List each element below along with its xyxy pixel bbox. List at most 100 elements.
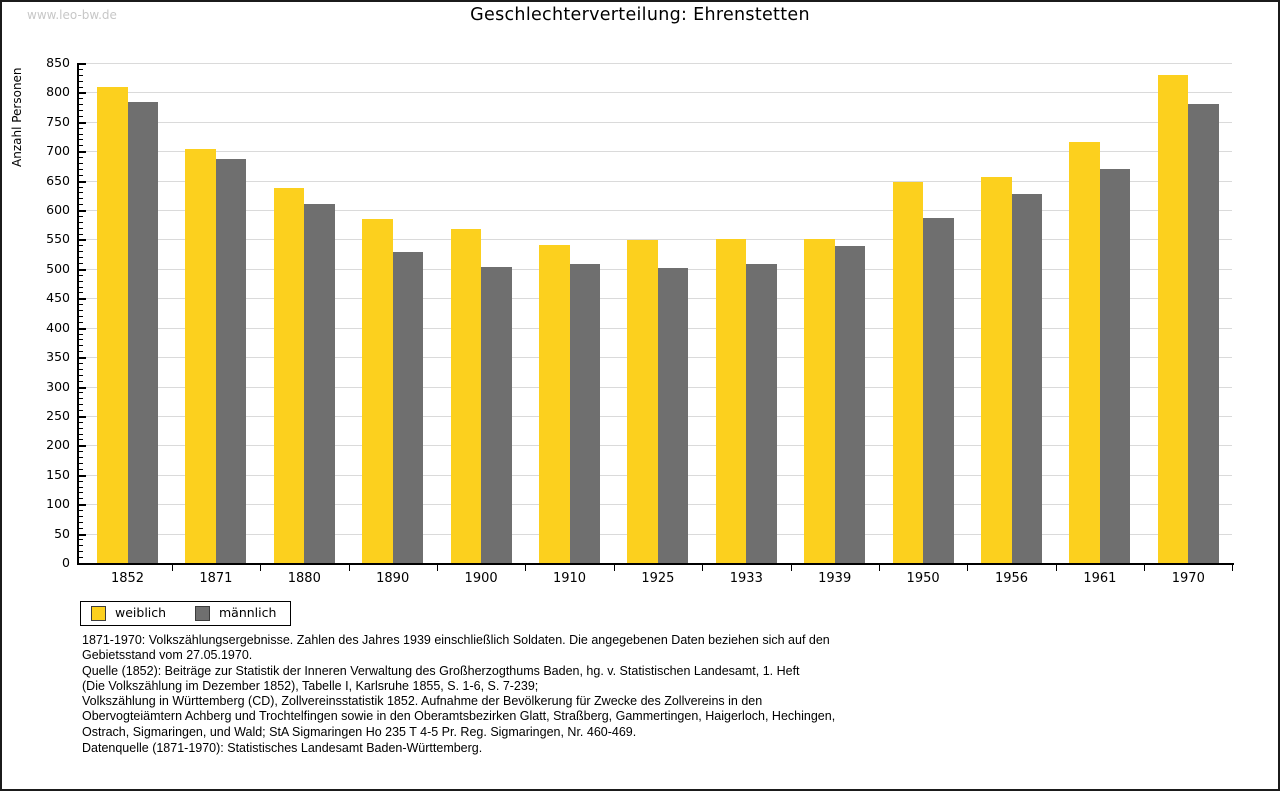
- x-axis-line: [77, 563, 1234, 565]
- y-axis-tick: [79, 445, 86, 448]
- y-axis-tick-label: 300: [46, 378, 70, 394]
- y-axis-tick: [79, 186, 83, 188]
- y-axis-tick: [79, 74, 83, 76]
- source-notes: 1871-1970: Volkszählungsergebnisse. Zahl…: [82, 633, 835, 740]
- bar-weiblich-1871: [185, 149, 216, 563]
- bar-männlich-1890: [392, 252, 424, 563]
- y-axis-tick: [79, 63, 86, 65]
- y-axis-tick: [79, 557, 83, 559]
- bar-männlich-1939: [834, 245, 866, 563]
- y-axis-tick: [79, 315, 83, 317]
- x-axis-tick-label: 1933: [729, 571, 763, 586]
- x-axis-tick-label: 1880: [287, 571, 321, 586]
- y-axis-tick: [79, 410, 83, 412]
- bar-männlich-1956: [1011, 194, 1042, 563]
- bar-männlich-1871: [215, 159, 247, 563]
- y-axis-tick-label: 750: [46, 113, 70, 129]
- legend-swatch-maennlich: [195, 606, 210, 621]
- note-line: 1871-1970: Volkszählungsergebnisse. Zahl…: [82, 633, 830, 647]
- y-axis-tick: [79, 392, 83, 394]
- y-axis-tick: [79, 427, 83, 429]
- x-axis-tick-label: 1871: [199, 571, 233, 586]
- y-axis-tick: [79, 110, 83, 112]
- bar-männlich-1900: [481, 266, 512, 563]
- y-axis-tick: [79, 145, 83, 147]
- bar-männlich-1950: [923, 218, 954, 563]
- y-axis-tick: [79, 457, 83, 459]
- gridline: [79, 180, 1232, 182]
- y-axis-tick: [79, 263, 83, 264]
- y-axis-tick: [79, 310, 83, 312]
- note-line: (Die Volkszählung im Dezember 1852), Tab…: [82, 678, 539, 693]
- gridline: [79, 210, 1232, 212]
- y-axis-tick: [79, 192, 83, 194]
- y-axis-tick: [79, 227, 83, 229]
- gridline: [79, 239, 1232, 241]
- bar-weiblich-1950: [892, 182, 924, 563]
- y-axis-tick: [79, 127, 83, 129]
- y-axis-tick: [79, 80, 83, 82]
- x-axis-tick-label: 1939: [818, 571, 852, 586]
- y-axis-tick: [79, 168, 83, 170]
- legend-box: weiblich männlich: [80, 601, 291, 626]
- x-axis-tick: [790, 565, 792, 571]
- y-axis-tick: [79, 180, 86, 183]
- y-axis-tick: [79, 86, 83, 88]
- y-axis-tick: [79, 104, 83, 106]
- bar-weiblich-1900: [450, 229, 482, 563]
- y-axis-tick: [79, 363, 83, 364]
- y-axis-tick-label: 150: [46, 466, 70, 482]
- x-axis-tick-label: 1890: [376, 571, 410, 586]
- y-axis-line: [77, 63, 79, 565]
- watermark-link: www.leo-bw.de: [27, 8, 117, 22]
- y-axis-tick: [79, 286, 83, 288]
- y-axis-tick: [79, 386, 86, 389]
- x-axis-tick: [1055, 565, 1057, 571]
- y-axis-tick: [79, 298, 86, 301]
- y-axis-tick: [79, 433, 83, 435]
- bar-weiblich-1939: [804, 239, 835, 563]
- bar-weiblich-1925: [627, 240, 658, 563]
- y-axis-tick: [79, 463, 83, 464]
- y-axis-tick: [79, 274, 83, 276]
- y-axis-tick: [79, 439, 83, 441]
- gridline: [79, 151, 1232, 153]
- y-axis-tick-label: 200: [46, 437, 70, 453]
- x-axis-tick-label: 1925: [641, 571, 675, 586]
- y-axis-tick: [79, 504, 86, 507]
- y-axis-tick: [79, 280, 83, 282]
- bar-weiblich-1961: [1069, 142, 1100, 563]
- y-axis-tick-label: 400: [46, 319, 70, 335]
- bar-männlich-1852: [127, 101, 158, 563]
- x-axis-tick: [525, 565, 527, 571]
- y-axis-tick: [79, 304, 83, 306]
- note-line: Quelle (1852): Beiträge zur Statistik de…: [82, 663, 800, 678]
- y-axis-tick: [79, 174, 83, 176]
- x-axis-tick-label: 1970: [1171, 571, 1205, 586]
- x-axis-tick: [436, 565, 438, 571]
- y-axis-tick: [79, 68, 83, 70]
- y-axis-tick-label: 550: [46, 231, 70, 247]
- gridline: [79, 92, 1232, 94]
- y-axis-tick: [79, 339, 83, 341]
- y-axis-tick-label: 700: [46, 143, 70, 159]
- x-axis-tick: [878, 565, 880, 571]
- x-axis-tick: [171, 565, 173, 571]
- y-axis-tick: [79, 268, 86, 271]
- bar-weiblich-1956: [981, 177, 1012, 563]
- y-axis-tick: [79, 292, 83, 294]
- datasource-line: Datenquelle (1871-1970): Statistisches L…: [82, 741, 483, 755]
- y-axis-tick: [79, 198, 83, 200]
- y-axis-tick: [79, 474, 86, 477]
- y-axis-tick-label: 500: [46, 260, 70, 276]
- y-axis-tick: [79, 163, 83, 164]
- gridline: [79, 121, 1232, 123]
- x-axis-tick-label: 1910: [552, 571, 587, 586]
- y-axis-tick: [79, 327, 86, 330]
- y-axis-tick: [79, 415, 86, 418]
- legend-label-maennlich: männlich: [219, 605, 277, 620]
- bar-männlich-1910: [569, 264, 600, 563]
- y-axis-tick-label: 600: [46, 202, 70, 218]
- note-line: Obervogteiämtern Achberg und Trochtelfin…: [82, 709, 836, 724]
